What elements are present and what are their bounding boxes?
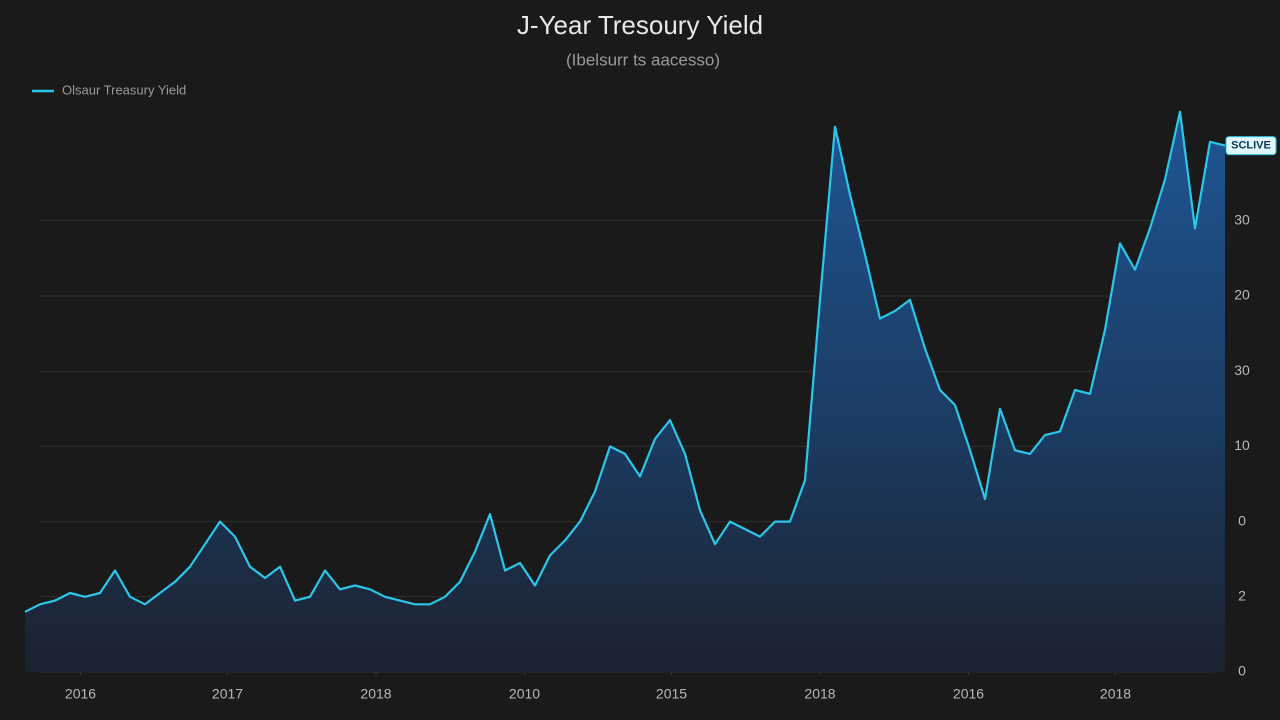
x-tick-label: 2016 (65, 686, 96, 702)
y-tick-label: 20 (1234, 287, 1250, 303)
x-tick-label: 2018 (804, 686, 835, 702)
x-tick-label: 2017 (212, 686, 243, 702)
x-tick-label: 2016 (953, 686, 984, 702)
legend-label: Olsaur Treasury Yield (62, 82, 186, 97)
y-tick-label: 0 (1238, 512, 1246, 528)
badge-label: SCLIVE (1231, 140, 1271, 152)
y-tick-label: 0 (1238, 663, 1246, 679)
x-tick-label: 2018 (360, 686, 391, 702)
chart-subtitle: (Ibelsurr ts aacesso) (566, 50, 720, 69)
plot (24, 110, 1226, 673)
y-tick-label: 30 (1234, 212, 1250, 228)
y-tick-label: 10 (1234, 437, 1250, 453)
badge (1225, 136, 1277, 156)
area (25, 111, 1225, 673)
x-tick-label: 2010 (509, 686, 540, 702)
x-tick-label: 2015 (656, 686, 687, 702)
chart-title: J-Year Tresoury Yield (517, 10, 763, 40)
y-tick-label: 2 (1238, 588, 1246, 604)
x-tick-label: 2018 (1100, 686, 1131, 702)
y-tick-label: 30 (1234, 362, 1250, 378)
line (24, 110, 1226, 613)
